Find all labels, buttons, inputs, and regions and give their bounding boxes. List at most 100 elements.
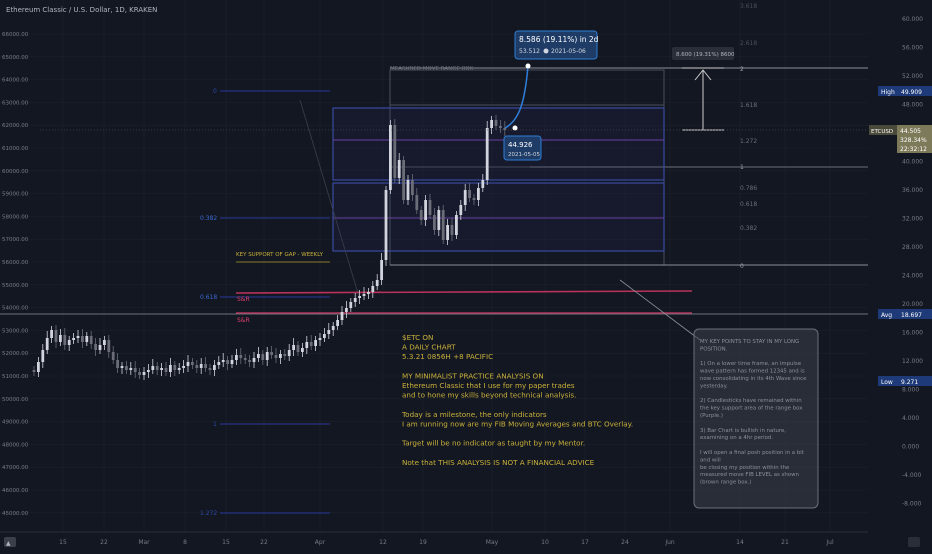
key-support-range-box: [332, 107, 665, 252]
tradingview-logo[interactable]: ▲: [4, 537, 16, 547]
low-tag-value: 9.271: [901, 379, 918, 386]
measure-tooltip-date: 2021-05-06: [551, 48, 586, 55]
key-points-line: yesterday.: [700, 383, 728, 389]
analysis-line: A DAILY CHART: [402, 343, 456, 352]
fib-right-label: 3.618: [740, 3, 757, 10]
symbol-title[interactable]: Ethereum Classic / U.S. Dollar, 1D, KRAK…: [6, 6, 157, 14]
current-tag-change: 328.34%: [900, 137, 927, 144]
time-axis-tick: Jun: [664, 539, 675, 546]
candle-body: [221, 360, 225, 362]
candle-body: [327, 330, 331, 334]
candle-body: [239, 355, 243, 358]
measure-tooltip[interactable]: 8.586 (19.11%) in 2d 53.512 2021-05-06: [514, 30, 599, 60]
candle-body: [331, 326, 335, 330]
candle-body: [169, 365, 172, 372]
key-points-line: the key support area of the range box: [700, 406, 803, 412]
candle-body: [490, 120, 493, 128]
candle-body: [41, 350, 45, 362]
candle-body: [274, 355, 278, 358]
sr-label-2: S&R: [237, 317, 250, 324]
point-tooltip-value: 44.926: [508, 141, 533, 149]
candle-body: [107, 340, 111, 352]
candle-body: [468, 190, 471, 198]
candle-body: [111, 352, 115, 360]
candle-body: [125, 366, 128, 370]
right-axis-tick: 56.000: [902, 45, 923, 52]
left-axis-tick: 63000.00: [2, 100, 29, 106]
candle-body: [472, 198, 476, 200]
candle-body: [309, 342, 313, 346]
key-points-line: 2) Candlesticks have remained within: [700, 398, 802, 404]
timezone-icon[interactable]: [908, 537, 920, 547]
fib-left-label: 0: [213, 88, 217, 95]
candle-body: [428, 200, 432, 215]
key-points-callout[interactable]: MY KEY POINTS TO STAY IN MY LONGPOSITION…: [693, 328, 819, 509]
candle-body: [499, 126, 502, 128]
time-axis-tick: Mar: [138, 539, 150, 546]
current-price-tag: ETCUSD 44.505 328.34% 22:32:12: [869, 125, 932, 153]
fib-right-label: 1.272: [740, 138, 757, 145]
candle-body: [406, 180, 410, 200]
measure-tooltip-price: 53.512: [519, 48, 540, 55]
fib-right-label: 0.618: [740, 201, 757, 208]
candle-body: [349, 302, 353, 308]
analysis-line: I am running now are my FIB Moving Avera…: [402, 419, 633, 428]
candle-body: [424, 200, 427, 220]
key-points-line: I will open a final posh position in a b…: [700, 450, 804, 456]
candle-body: [103, 340, 106, 345]
right-axis-tick: 20.000: [902, 301, 923, 308]
candle-body: [94, 344, 97, 350]
current-tag-countdown: 22:32:12: [900, 146, 927, 153]
left-axis-tick: 56000.00: [2, 260, 29, 266]
time-axis-panel[interactable]: [0, 532, 932, 550]
candle-body: [389, 125, 392, 190]
left-price-axis: 66000.00 65000.00 64000.00 63000.00 62000.00…: [2, 32, 29, 517]
avg-price-tag: Avg 18.697: [878, 309, 932, 319]
point-tooltip-date: 2021-05-05: [508, 152, 540, 158]
analysis-line: Target will be no indicator as taught by…: [401, 439, 585, 448]
right-axis-tick: 0.000: [902, 444, 919, 451]
left-axis-tick: 62000.00: [2, 123, 29, 129]
fib-right-label: 2: [740, 66, 744, 73]
candle-body: [50, 330, 53, 338]
current-tag-symbol: ETCUSD: [871, 129, 893, 135]
candle-body: [411, 180, 414, 195]
candlestick-series: [32, 115, 507, 380]
candle-body: [494, 120, 498, 126]
left-axis-tick: 66000.00: [2, 32, 29, 38]
measured-move-range-box: [389, 67, 930, 266]
time-axis-tick: 21: [781, 539, 789, 546]
key-points-line: POSITION.: [700, 346, 728, 352]
candle-body: [147, 370, 150, 372]
candle-body: [318, 338, 322, 340]
candle-body: [120, 366, 124, 368]
time-axis-tick: Jul: [825, 539, 834, 546]
time-axis-tick: 22: [260, 539, 268, 546]
candle-body: [292, 345, 295, 350]
left-axis-tick: 53000.00: [2, 328, 29, 334]
candle-body: [67, 340, 71, 345]
analysis-line: 5.3.21 0856H +8 PACIFIC: [402, 352, 493, 361]
analysis-line: Today is a milestone, the only indicator…: [401, 410, 547, 419]
candle-body: [257, 354, 260, 358]
time-axis-tick: 15: [222, 539, 230, 546]
left-axis-tick: 58000.00: [2, 214, 29, 220]
point-tooltip[interactable]: 44.926 2021-05-05: [503, 135, 542, 161]
fib-right-label: 0.382: [740, 225, 757, 232]
candle-body: [261, 354, 265, 360]
right-axis-tick: 48.000: [902, 102, 923, 109]
candle-body: [340, 312, 344, 320]
candle-body: [191, 362, 194, 365]
candle-body: [477, 188, 480, 200]
left-axis-tick: 61000.00: [2, 146, 29, 152]
candle-body: [287, 350, 291, 356]
fib-right-label: 0: [740, 263, 744, 270]
candle-body: [323, 334, 326, 338]
candle-body: [160, 368, 163, 370]
candle-body: [353, 298, 357, 302]
left-axis-tick: 52000.00: [2, 351, 29, 357]
key-support-label: KEY SUPPORT OF GAP - WEEKLY: [236, 252, 324, 258]
projection-curve: [504, 65, 529, 129]
